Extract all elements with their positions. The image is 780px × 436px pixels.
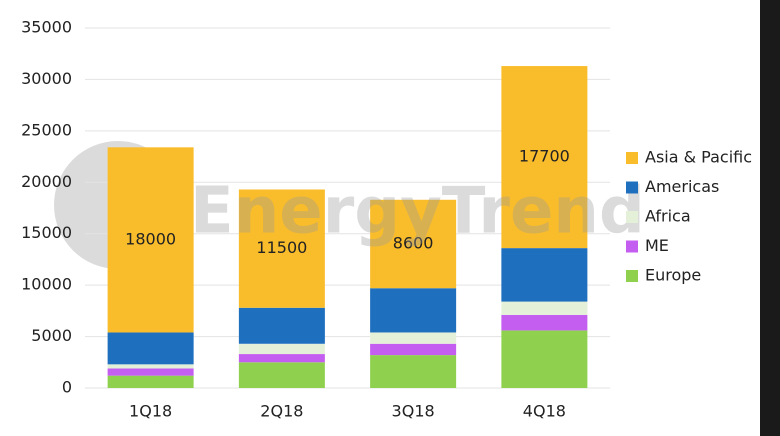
bar-segment bbox=[238, 354, 325, 363]
legend-swatch bbox=[626, 270, 638, 282]
y-tick-label: 25000 bbox=[21, 120, 72, 139]
x-tick-label: 3Q18 bbox=[392, 402, 435, 421]
legend-label: Europe bbox=[645, 266, 701, 285]
data-label: 8600 bbox=[393, 234, 434, 253]
data-label: 18000 bbox=[125, 229, 176, 248]
x-tick-label: 1Q18 bbox=[129, 402, 172, 421]
bar-segment bbox=[107, 368, 194, 376]
bar-segment bbox=[107, 364, 194, 369]
legend-label: Asia & Pacific bbox=[645, 148, 752, 167]
bar-segment bbox=[370, 199, 457, 289]
bar-segment bbox=[501, 314, 588, 331]
y-tick-label: 30000 bbox=[21, 69, 72, 88]
bar-segment bbox=[238, 362, 325, 388]
y-tick-label: 0 bbox=[62, 378, 72, 397]
y-tick-label: 10000 bbox=[21, 275, 72, 294]
bar-segment bbox=[370, 355, 457, 388]
legend-swatch bbox=[626, 152, 638, 164]
bar-segment bbox=[238, 343, 325, 355]
data-label: 11500 bbox=[256, 238, 307, 257]
x-tick-label: 2Q18 bbox=[260, 402, 303, 421]
bar-segment bbox=[370, 332, 457, 344]
legend-label: Americas bbox=[645, 177, 719, 196]
bar-segment bbox=[501, 248, 588, 302]
legend-label: ME bbox=[645, 236, 669, 255]
bar-segment bbox=[107, 375, 194, 388]
bar-segment bbox=[107, 147, 194, 333]
x-tick-label: 4Q18 bbox=[523, 402, 566, 421]
edge-bar bbox=[760, 0, 780, 436]
watermark: EnergyTrend bbox=[190, 175, 645, 249]
bar-segment bbox=[370, 288, 457, 333]
legend-swatch bbox=[626, 181, 638, 194]
bar-segment bbox=[107, 332, 194, 365]
y-tick-label: 5000 bbox=[31, 326, 72, 345]
legend-swatch bbox=[626, 211, 638, 223]
bar-segment bbox=[238, 307, 325, 344]
bar-segment bbox=[238, 189, 325, 308]
bar-segment bbox=[501, 301, 588, 315]
y-tick-label: 35000 bbox=[21, 18, 72, 37]
bar-segment bbox=[370, 343, 457, 356]
bar-segment bbox=[501, 330, 588, 388]
legend-swatch bbox=[626, 240, 638, 253]
legend-label: Africa bbox=[645, 207, 691, 226]
bar-segment bbox=[501, 66, 588, 249]
data-label: 17700 bbox=[519, 147, 570, 166]
y-tick-label: 15000 bbox=[21, 223, 72, 242]
y-tick-label: 20000 bbox=[21, 172, 72, 191]
